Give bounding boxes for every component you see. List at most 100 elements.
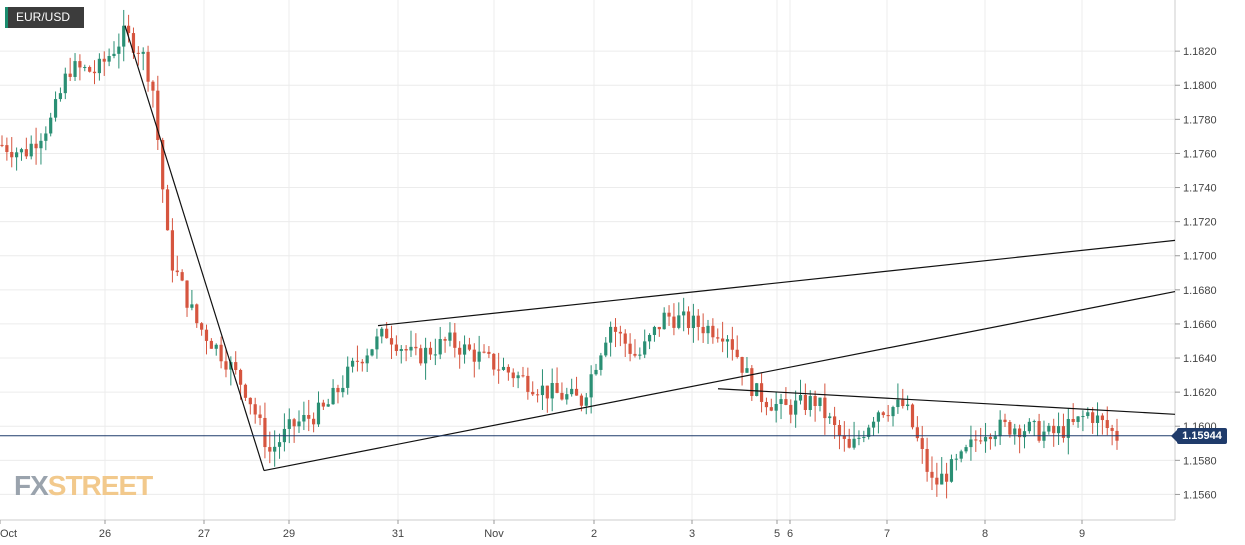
candle-body <box>784 399 788 405</box>
candle-body <box>876 412 881 422</box>
x-tick-label: Oct <box>0 528 17 540</box>
y-tick-label: 1.1580 <box>1183 455 1217 467</box>
candle-body <box>350 360 355 367</box>
candle-body <box>73 61 77 77</box>
y-tick-label: 1.1680 <box>1183 285 1217 297</box>
candle-body <box>633 353 637 356</box>
candle-body <box>1086 412 1090 417</box>
candle-body <box>385 328 389 339</box>
candle-body <box>224 361 228 370</box>
candle-body <box>458 347 462 355</box>
candle-body <box>389 338 394 345</box>
candle-body <box>83 67 87 69</box>
trendlines <box>124 25 1176 472</box>
candle-body <box>78 61 82 68</box>
x-tick-label: 3 <box>689 528 695 540</box>
candle-body <box>721 338 725 342</box>
x-tick-label: 31 <box>392 528 404 540</box>
candle-body <box>404 349 408 351</box>
x-tick-label: 8 <box>982 528 988 540</box>
candle-body <box>195 304 199 324</box>
candle-body <box>253 404 257 415</box>
candle-body <box>287 419 291 429</box>
candle-body <box>949 459 954 482</box>
candle-body <box>331 387 335 405</box>
candle-body <box>1032 421 1036 423</box>
candle-body <box>501 366 506 370</box>
candle-body <box>944 473 949 482</box>
candle-body <box>589 374 593 398</box>
candle-body <box>862 436 866 438</box>
candle-body <box>180 272 184 281</box>
candle-body <box>273 446 277 452</box>
candle-body <box>959 451 963 459</box>
candle-body <box>97 58 101 74</box>
candle-body <box>657 326 661 330</box>
y-tick-label: 1.1740 <box>1183 183 1217 195</box>
candle-body <box>613 326 618 332</box>
candle-body <box>1061 426 1066 438</box>
candle-body <box>365 355 369 364</box>
y-tick-label: 1.1620 <box>1183 387 1217 399</box>
candle-body <box>414 346 418 349</box>
candle-body <box>974 439 978 441</box>
candle-body <box>857 437 861 439</box>
candle-body <box>39 140 43 149</box>
candle-body <box>930 471 934 478</box>
candle-body <box>302 414 306 422</box>
candle-body <box>979 440 983 442</box>
grid-lines <box>0 0 1175 520</box>
candle-body <box>535 394 540 396</box>
y-tick-label: 1.1760 <box>1183 148 1217 160</box>
candle-body <box>774 404 778 411</box>
candle-body <box>321 402 325 407</box>
candle-body <box>920 438 924 449</box>
candle-body <box>506 366 510 373</box>
candle-body <box>297 421 301 427</box>
candle-body <box>243 384 248 398</box>
candle-body <box>29 143 33 157</box>
candle-body <box>175 270 179 273</box>
candle-body <box>19 149 24 153</box>
candle-body <box>394 344 398 352</box>
candle-body <box>268 447 272 452</box>
candle-body <box>453 332 457 348</box>
candle-body <box>740 356 744 373</box>
candle-body <box>161 139 165 190</box>
candle-body <box>326 404 330 407</box>
candle-body <box>886 415 890 417</box>
candle-body <box>292 419 296 427</box>
candle-body <box>759 383 764 402</box>
candle-body <box>823 397 827 419</box>
x-tick-label: 9 <box>1079 528 1085 540</box>
candle-body <box>1091 412 1095 423</box>
candle-body <box>263 417 267 448</box>
candle-body <box>662 312 666 330</box>
candle-body <box>954 458 958 460</box>
y-tick-label: 1.1820 <box>1183 46 1217 58</box>
candle-body <box>745 368 749 373</box>
candle-body <box>204 329 209 341</box>
candle-body <box>487 351 491 354</box>
candle-body <box>117 46 121 54</box>
candle-body <box>803 395 807 410</box>
x-tick-label: 29 <box>283 528 295 540</box>
candle-body <box>574 388 579 396</box>
candle-body <box>896 399 900 408</box>
candle-body <box>336 387 340 393</box>
trendline-lower-channel <box>263 290 1176 472</box>
y-tick-label: 1.1800 <box>1183 80 1217 92</box>
candle-body <box>190 304 194 308</box>
candle-body <box>346 366 350 388</box>
candle-body <box>409 346 413 351</box>
candle-body <box>677 315 681 328</box>
candle-body <box>647 334 652 342</box>
candle-body <box>594 369 598 375</box>
candle-body <box>906 404 910 407</box>
candle-body <box>341 387 345 393</box>
trendline-decline <box>124 25 265 471</box>
candle-body <box>531 391 535 395</box>
candle-body <box>696 315 700 327</box>
candle-body <box>969 439 973 448</box>
trendline-upper-channel <box>377 239 1176 327</box>
